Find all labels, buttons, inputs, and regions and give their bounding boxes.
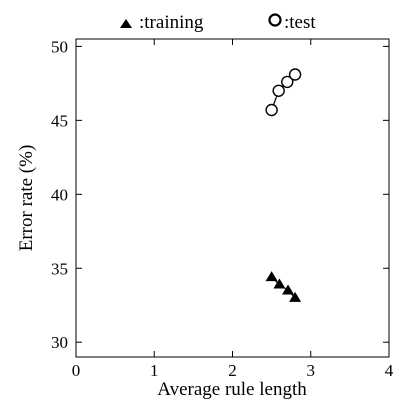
data-point-training bbox=[265, 271, 278, 282]
plot-area: 0 1 2 3 4 30 35 40 45 50 bbox=[51, 37, 394, 380]
legend: :training :test bbox=[120, 12, 316, 33]
plot-frame bbox=[75, 38, 390, 358]
legend-label-test: :test bbox=[284, 12, 316, 33]
data-point-test bbox=[272, 84, 285, 97]
data-point-test bbox=[265, 103, 278, 117]
y-tick-label: 40 bbox=[51, 185, 68, 204]
data-point-test bbox=[288, 68, 302, 81]
y-tick-label: 35 bbox=[51, 259, 68, 278]
x-tick-label: 4 bbox=[385, 361, 394, 380]
legend-item-training: :training bbox=[120, 12, 204, 33]
x-axis: 0 1 2 3 4 bbox=[72, 39, 394, 380]
y-tick-label: 30 bbox=[51, 333, 68, 352]
data-point-training bbox=[282, 284, 295, 295]
legend-label-training: :training bbox=[139, 12, 204, 33]
data-point-training bbox=[289, 291, 302, 302]
x-tick-label: 0 bbox=[72, 361, 81, 380]
legend-marker-test bbox=[268, 13, 282, 27]
x-axis-title: Average rule length bbox=[157, 379, 307, 400]
y-axis-title: Error rate (%) bbox=[16, 145, 37, 252]
x-tick-label: 2 bbox=[228, 361, 237, 380]
x-tick-label: 3 bbox=[307, 361, 316, 380]
data-point-test bbox=[281, 75, 294, 89]
y-tick-label: 50 bbox=[51, 37, 68, 56]
y-tick-label: 45 bbox=[51, 111, 68, 130]
x-tick-label: 1 bbox=[150, 361, 159, 380]
legend-marker-training bbox=[120, 19, 132, 28]
legend-item-test: :test bbox=[268, 12, 316, 33]
series-layer bbox=[265, 68, 302, 302]
data-point-training bbox=[273, 278, 286, 289]
y-axis: 30 35 40 45 50 bbox=[51, 37, 389, 352]
